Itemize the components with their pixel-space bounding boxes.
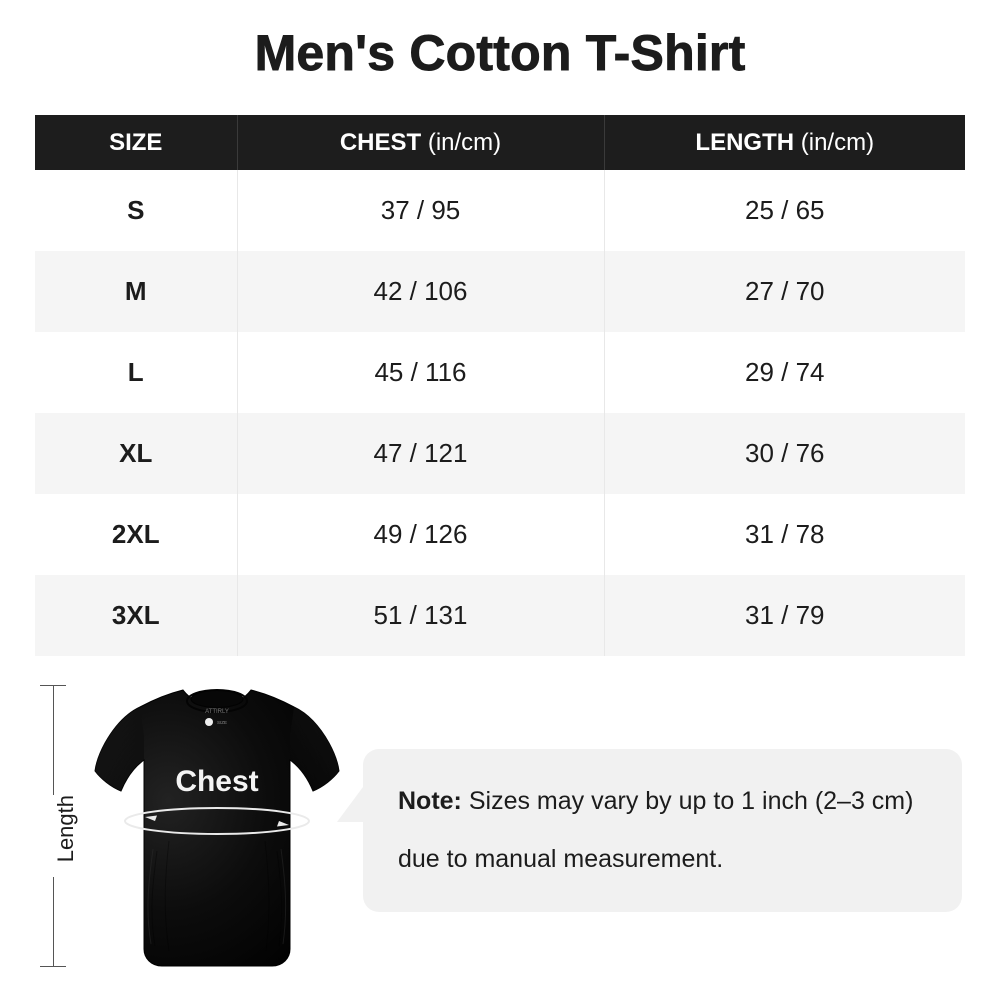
svg-text:SIZE: SIZE: [217, 720, 227, 725]
svg-text:Chest: Chest: [175, 765, 258, 798]
svg-text:ATTIRLY: ATTIRLY: [205, 709, 229, 715]
